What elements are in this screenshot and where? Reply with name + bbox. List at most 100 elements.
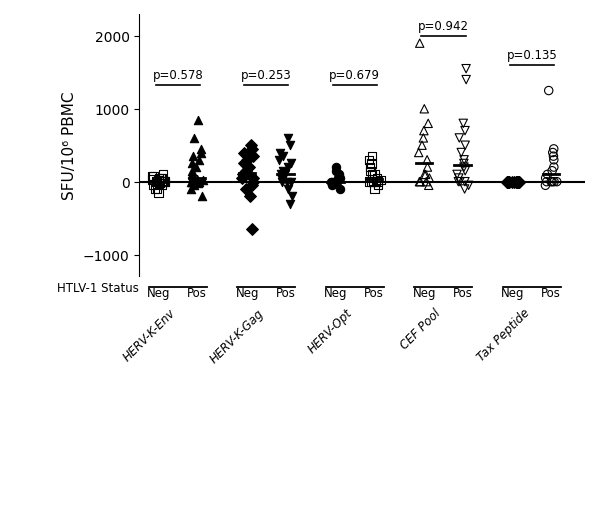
- Point: [154, 175, 164, 183]
- Point: [160, 178, 169, 186]
- Text: HTLV-1 Status: HTLV-1 Status: [57, 281, 139, 294]
- Text: p=0.578: p=0.578: [152, 69, 203, 82]
- Point: [503, 178, 512, 186]
- Point: [188, 172, 197, 180]
- Point: [194, 157, 204, 165]
- Point: [505, 178, 514, 186]
- Point: [507, 178, 517, 186]
- Point: [414, 149, 424, 157]
- Point: [160, 178, 170, 186]
- Point: [549, 145, 559, 154]
- Point: [154, 189, 163, 197]
- Point: [245, 193, 255, 201]
- Point: [278, 167, 288, 175]
- Point: [186, 185, 196, 193]
- Point: [241, 167, 250, 175]
- Point: [328, 182, 337, 190]
- Point: [152, 178, 162, 186]
- Point: [454, 175, 464, 183]
- Point: [548, 153, 558, 161]
- Point: [364, 157, 374, 165]
- Point: [190, 135, 199, 143]
- Point: [192, 178, 202, 186]
- Point: [331, 167, 341, 175]
- Point: [196, 145, 206, 154]
- Point: [247, 226, 257, 234]
- Point: [549, 164, 559, 172]
- Point: [152, 185, 162, 193]
- Point: [460, 127, 470, 135]
- Point: [514, 178, 523, 186]
- Point: [512, 178, 521, 186]
- Point: [328, 178, 337, 186]
- Point: [194, 178, 203, 186]
- Point: [283, 185, 293, 193]
- Point: [460, 178, 470, 186]
- Point: [542, 171, 552, 179]
- Point: [158, 178, 167, 186]
- Point: [160, 178, 170, 186]
- Point: [248, 175, 257, 183]
- Point: [416, 178, 425, 186]
- Point: [239, 149, 249, 157]
- Point: [419, 135, 428, 143]
- Point: [514, 178, 523, 186]
- Point: [248, 153, 258, 161]
- Point: [275, 149, 284, 157]
- Point: [187, 178, 196, 186]
- Point: [461, 76, 471, 84]
- Point: [189, 182, 199, 190]
- Text: p=0.253: p=0.253: [241, 69, 292, 82]
- Point: [331, 178, 340, 186]
- Point: [512, 178, 521, 186]
- Point: [151, 178, 161, 186]
- Point: [242, 185, 251, 193]
- Point: [287, 193, 296, 201]
- Point: [459, 164, 469, 172]
- Point: [241, 171, 251, 179]
- Point: [460, 142, 470, 150]
- Point: [461, 66, 471, 74]
- Point: [188, 153, 198, 161]
- Point: [547, 167, 557, 175]
- Point: [283, 178, 292, 186]
- Point: [419, 106, 429, 114]
- Point: [547, 178, 557, 186]
- Point: [277, 178, 287, 186]
- Point: [158, 178, 167, 186]
- Point: [248, 178, 257, 186]
- Text: Tax Peptide: Tax Peptide: [475, 306, 532, 364]
- Y-axis label: SFU/10⁶ PBMC: SFU/10⁶ PBMC: [62, 92, 77, 200]
- Point: [371, 178, 381, 186]
- Point: [285, 200, 295, 208]
- Point: [158, 171, 167, 179]
- Point: [243, 164, 253, 172]
- Point: [421, 171, 430, 179]
- Point: [550, 178, 559, 186]
- Point: [193, 117, 203, 125]
- Point: [503, 178, 513, 186]
- Point: [552, 178, 562, 186]
- Point: [193, 180, 202, 188]
- Point: [196, 149, 206, 157]
- Text: p=0.135: p=0.135: [506, 49, 557, 62]
- Point: [198, 177, 208, 185]
- Point: [455, 178, 465, 186]
- Point: [148, 182, 158, 190]
- Point: [188, 175, 198, 183]
- Point: [546, 178, 556, 186]
- Point: [326, 178, 335, 186]
- Point: [335, 175, 344, 183]
- Point: [417, 142, 427, 150]
- Point: [149, 172, 158, 180]
- Point: [502, 178, 511, 186]
- Point: [277, 171, 286, 179]
- Point: [509, 178, 519, 186]
- Point: [242, 157, 251, 165]
- Point: [237, 175, 247, 183]
- Point: [148, 176, 157, 184]
- Point: [419, 171, 429, 179]
- Point: [366, 178, 376, 186]
- Point: [541, 182, 550, 190]
- Point: [186, 178, 196, 186]
